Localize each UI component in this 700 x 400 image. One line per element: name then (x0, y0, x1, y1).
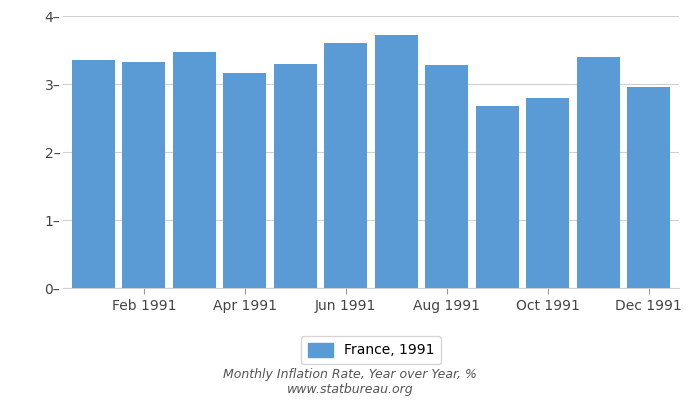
Bar (173, 52, 216, 288)
Bar (122, 62, 165, 288)
Bar (426, 65, 468, 288)
Bar (274, 64, 316, 288)
Legend: France, 1991: France, 1991 (301, 336, 441, 364)
Bar (374, 35, 418, 288)
Text: Monthly Inflation Rate, Year over Year, %: Monthly Inflation Rate, Year over Year, … (223, 368, 477, 381)
Bar (627, 87, 670, 288)
Text: www.statbureau.org: www.statbureau.org (287, 383, 413, 396)
Bar (223, 73, 266, 288)
Bar (324, 42, 368, 288)
Bar (476, 106, 519, 288)
Bar (72, 60, 115, 288)
Bar (526, 98, 569, 288)
Bar (577, 58, 620, 288)
